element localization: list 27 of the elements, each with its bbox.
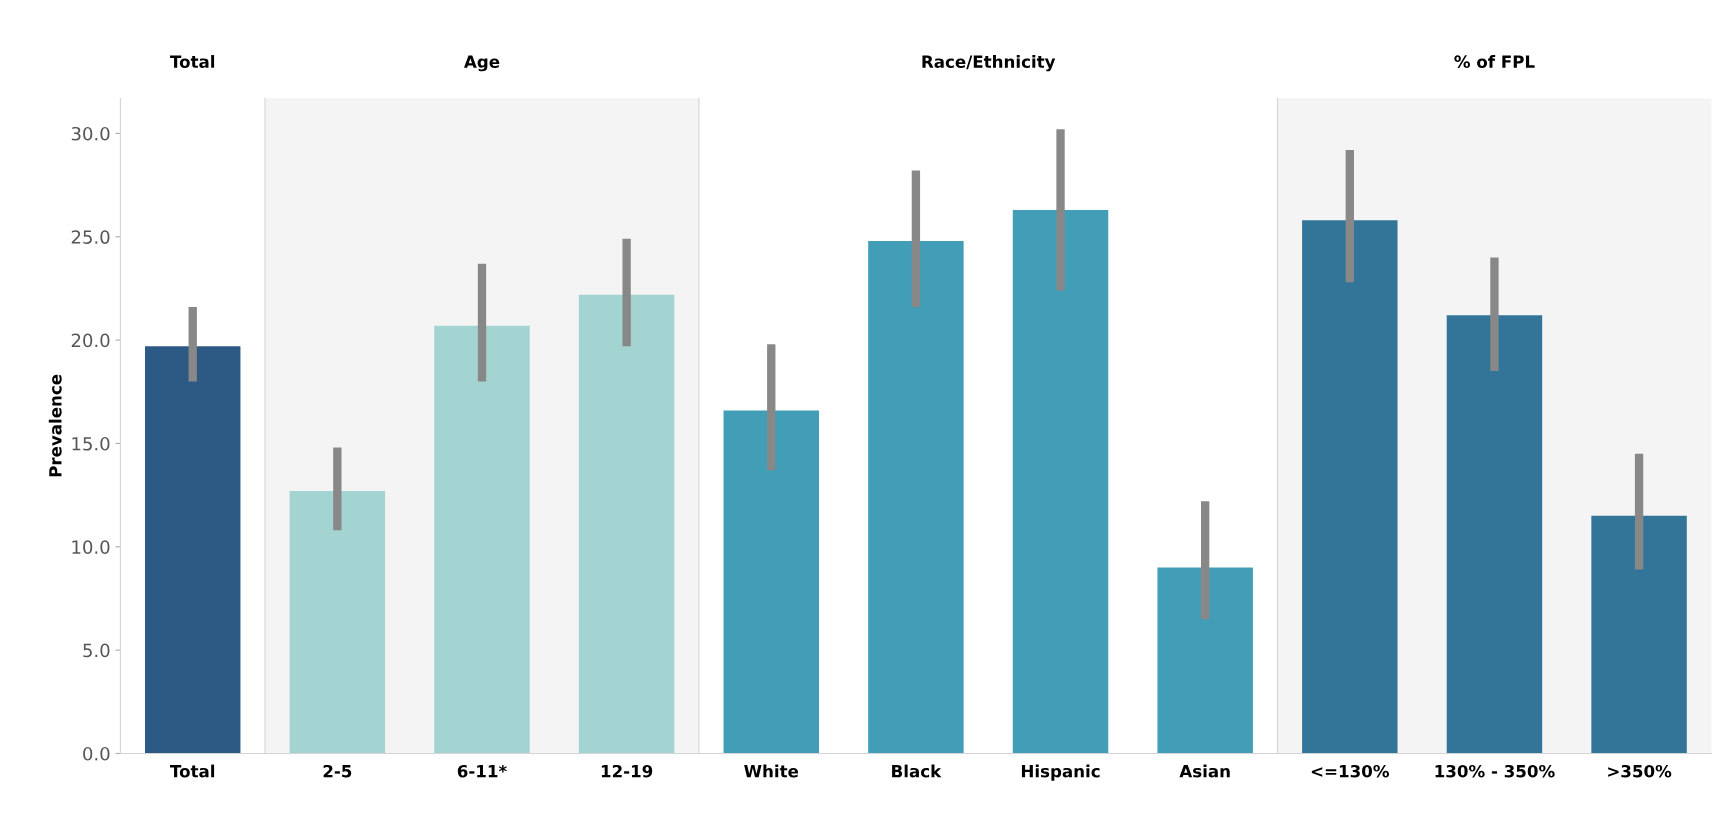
bar — [868, 240, 964, 754]
bar — [1012, 209, 1109, 754]
y-tick-label: 10.0 — [72, 540, 110, 554]
x-tick-label: 12-19 — [601, 764, 653, 778]
y-tick-label: 20.0 — [71, 333, 110, 348]
y-tick-label: 0.0 — [83, 746, 110, 761]
chart-title: Race/Ethnicity — [922, 55, 1056, 72]
chart-title: % of FPL — [1454, 55, 1535, 68]
chart-title: Age — [464, 55, 500, 72]
chart-title: Total — [170, 55, 215, 68]
x-tick-label: 130% - 350% — [1435, 764, 1555, 778]
x-tick-label: White — [744, 764, 799, 778]
x-tick-label: >350% — [1608, 764, 1672, 778]
y-tick-label: 15.0 — [72, 436, 110, 451]
x-tick-label: Total — [170, 764, 215, 778]
x-tick-label: Hispanic — [1021, 764, 1100, 781]
x-tick-label: <=130% — [1311, 764, 1389, 778]
x-tick-label: Asian — [1179, 764, 1230, 778]
bar — [723, 410, 819, 754]
x-tick-label: Black — [892, 764, 942, 778]
x-tick-label: 6-11* — [457, 764, 507, 778]
y-tick-label: 30.0 — [71, 126, 110, 141]
y-tick-label: 25.0 — [71, 230, 110, 244]
x-tick-label: 2-5 — [323, 764, 352, 778]
y-axis-title: Prevalence — [48, 374, 62, 477]
bar — [1157, 567, 1253, 754]
y-tick-label: 5.0 — [83, 643, 110, 658]
